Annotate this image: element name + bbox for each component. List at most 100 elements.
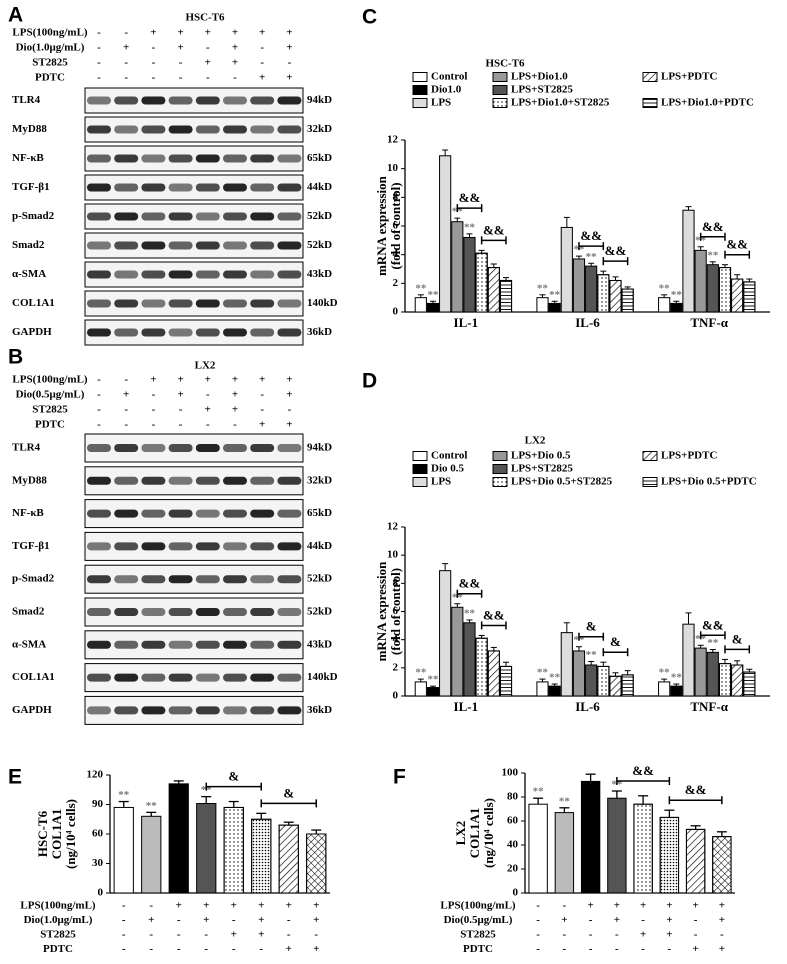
blot-band	[114, 476, 139, 485]
treatment-sign: +	[205, 404, 211, 416]
significance-mark: **	[118, 789, 130, 801]
bar-pattern	[718, 267, 732, 313]
blot-band	[195, 96, 220, 105]
bar-pattern	[306, 833, 327, 894]
treatment-label: PDTC	[35, 72, 65, 84]
blot-band	[223, 640, 247, 649]
blot-band	[114, 125, 139, 134]
legend-label: LPS+Dio1.0+ST2825	[511, 97, 610, 109]
treatment-sign: -	[152, 419, 156, 431]
significance-label: &&	[580, 228, 602, 243]
treatment-sign: -	[97, 27, 101, 39]
blot-band	[223, 542, 247, 551]
blot-band	[168, 96, 193, 105]
blot-band	[87, 575, 111, 584]
significance-label: &&	[702, 617, 724, 632]
bar-pattern	[278, 824, 299, 894]
treatment-sign: -	[232, 914, 236, 926]
blot-band	[141, 673, 166, 682]
blot-band	[141, 575, 166, 584]
blot-band	[223, 476, 247, 485]
bar-pattern	[731, 278, 744, 313]
blot-band	[114, 154, 139, 163]
chart-title: LX2	[525, 435, 546, 447]
blot-band	[168, 125, 193, 134]
blot-band	[277, 706, 302, 715]
protein-name: TLR4	[12, 442, 41, 454]
blot-band	[195, 154, 220, 163]
y-axis-label: (fold of control)	[388, 182, 403, 269]
treatment-sign: -	[206, 72, 210, 84]
y-tick-label: 10	[387, 162, 399, 174]
treatment-sign: +	[313, 914, 319, 926]
blot-band	[168, 509, 193, 518]
protein-size: 94kD	[307, 442, 332, 454]
treatment-sign: -	[288, 404, 292, 416]
blot-band	[250, 212, 275, 221]
treatment-sign: -	[232, 943, 236, 955]
panel-letter: F	[393, 766, 406, 789]
legend-swatch	[492, 98, 508, 108]
legend-swatch	[642, 98, 658, 108]
treatment-sign: -	[536, 914, 540, 926]
treatment-sign: -	[97, 404, 101, 416]
blot-band	[195, 706, 220, 715]
blot-band	[250, 542, 275, 551]
treatment-sign: -	[152, 404, 156, 416]
bar-pattern	[475, 252, 488, 313]
treatment-sign: -	[260, 389, 264, 401]
treatment-sign: +	[286, 42, 292, 54]
significance-mark: **	[671, 289, 683, 301]
treatment-sign: -	[694, 929, 698, 941]
y-tick-label: 120	[87, 769, 104, 781]
protein-name: COL1A1	[12, 671, 55, 683]
blot-band	[195, 270, 220, 279]
treatment-sign: -	[589, 943, 593, 955]
bar	[548, 685, 561, 697]
blot-band	[223, 299, 247, 308]
x-tick-label: IL-6	[575, 315, 600, 330]
bar	[439, 570, 452, 697]
x-tick-label: TNF-α	[690, 315, 728, 330]
blot-band	[277, 96, 302, 105]
bar	[572, 650, 586, 697]
treatment-sign: -	[615, 929, 619, 941]
blot-band	[195, 509, 220, 518]
blot-band	[141, 542, 166, 551]
treatment-sign: +	[205, 27, 211, 39]
treatment-label: PDTC	[35, 419, 65, 431]
treatment-sign: +	[150, 374, 156, 386]
bar	[548, 302, 561, 313]
treatment-sign: +	[232, 27, 238, 39]
blot-band	[87, 509, 111, 518]
blot-band	[277, 270, 302, 279]
significance-mark: **	[586, 649, 598, 661]
y-tick-label: 30	[92, 857, 104, 869]
bar	[426, 302, 440, 313]
blot-band	[195, 673, 220, 682]
protein-name: NF-κB	[12, 152, 44, 164]
y-tick-label: 2	[393, 661, 399, 673]
chart-title: HSC-T6	[485, 58, 525, 70]
protein-size: 65kD	[307, 152, 332, 164]
legend-label: Dio1.0	[431, 84, 462, 96]
treatment-sign: -	[122, 943, 126, 955]
x-tick-label: IL-1	[454, 315, 479, 330]
bar	[706, 651, 719, 697]
y-tick-label: 12	[387, 521, 399, 533]
treatment-sign: +	[614, 914, 620, 926]
significance-label: &	[283, 785, 294, 800]
blot-band	[195, 476, 220, 485]
legend-swatch	[412, 477, 428, 487]
blot-band	[250, 96, 275, 105]
protein-size: 32kD	[307, 474, 332, 486]
y-axis-label: (ng/10⁴ cells)	[63, 799, 78, 869]
y-tick-label: 4	[393, 633, 399, 645]
treatment-sign: +	[232, 42, 238, 54]
treatment-sign: +	[258, 914, 264, 926]
treatment-sign: +	[719, 914, 725, 926]
protein-size: 43kD	[307, 268, 332, 280]
blot-band	[114, 608, 139, 616]
treatment-sign: +	[286, 374, 292, 386]
